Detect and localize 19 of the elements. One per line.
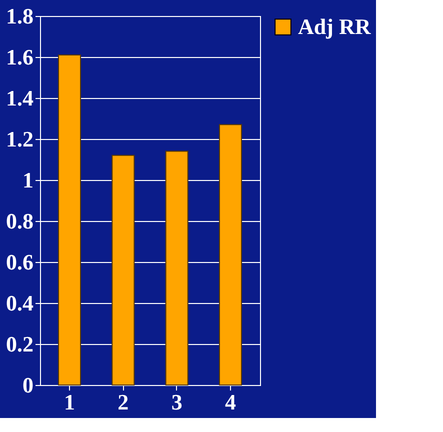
- y-tick-label: 0: [22, 372, 34, 398]
- y-tick-label: 0.2: [6, 332, 34, 356]
- y-tick-label: 0.8: [6, 208, 34, 234]
- y-tick-label: 0.6: [6, 250, 34, 274]
- y-tick-label: 1.8: [6, 4, 34, 28]
- x-tick-label: 4: [224, 390, 236, 414]
- y-tick-label: 1: [22, 168, 34, 192]
- bar: [218, 124, 242, 386]
- y-tick-label: 1.2: [6, 126, 34, 152]
- x-tick-label: 1: [64, 390, 76, 414]
- y-tick-label: 0.4: [6, 290, 34, 316]
- x-tick-label: 3: [171, 390, 182, 414]
- bar: [112, 154, 135, 386]
- y-tick-label: 1.4: [6, 86, 34, 110]
- y-tick-label: 1.6: [6, 44, 34, 70]
- bar: [58, 54, 82, 386]
- legend-label: Adj RR: [298, 14, 372, 39]
- x-tick-label: 2: [118, 390, 129, 414]
- bar: [165, 150, 188, 386]
